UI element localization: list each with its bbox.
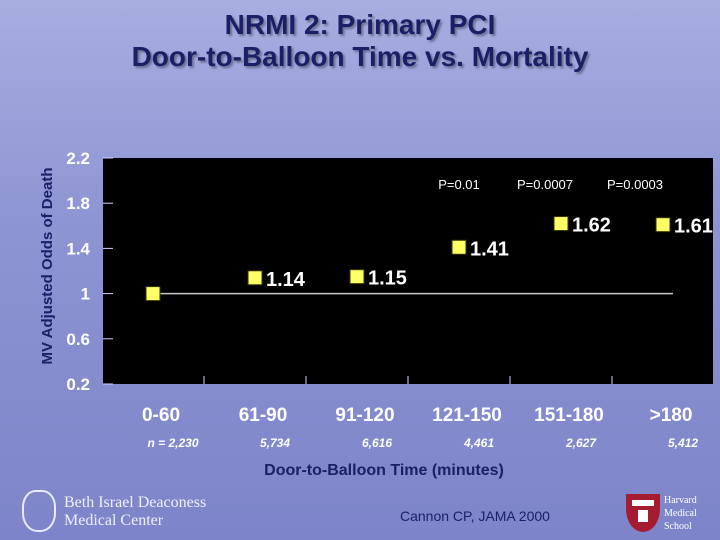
bidmc-logo-line1: Beth Israel Deaconess	[64, 494, 207, 511]
x-category-label: 61-90	[239, 405, 288, 426]
x-category-label: 91-120	[335, 405, 394, 426]
harvard-logo-line3: School	[664, 521, 692, 532]
bidmc-logo: Beth Israel Deaconess Medical Center	[18, 490, 228, 534]
y-tick-label: 1	[81, 285, 90, 304]
data-label: 1.15	[368, 268, 407, 290]
sample-size-label: 4,461	[463, 436, 494, 450]
y-tick-label: 0.2	[66, 375, 90, 394]
harvard-shield-icon	[626, 494, 660, 532]
y-tick-label: 1.4	[66, 239, 90, 258]
sample-size-label: n = 2,230	[147, 436, 198, 450]
data-label: 1.61	[674, 216, 713, 238]
p-value-label: P=0.0003	[607, 177, 663, 192]
data-label: 1.41	[470, 238, 509, 260]
x-category-label: 121-150	[432, 405, 502, 426]
p-value-label: P=0.0007	[517, 177, 573, 192]
plot-area	[103, 158, 713, 384]
data-point	[145, 286, 161, 302]
slide-title-line1: NRMI 2: Primary PCI	[224, 9, 496, 40]
data-point	[451, 239, 467, 255]
bidmc-seal-icon	[22, 490, 56, 532]
bidmc-logo-line2: Medical Center	[64, 512, 164, 529]
y-axis-label: MV Adjusted Odds of Death	[39, 168, 56, 365]
data-point	[247, 270, 263, 286]
data-point	[553, 216, 569, 232]
sample-size-label: 5,734	[260, 436, 290, 450]
data-point	[655, 217, 671, 233]
data-point	[349, 269, 365, 285]
y-tick-label: 2.2	[66, 149, 90, 168]
x-category-label: 151-180	[534, 405, 604, 426]
harvard-logo: Harvard Medical School	[626, 494, 718, 536]
sample-size-label: 6,616	[362, 436, 392, 450]
x-category-label: >180	[650, 405, 693, 426]
y-tick-label: 1.8	[66, 194, 90, 213]
p-value-label: P=0.01	[438, 177, 480, 192]
sample-size-label: 5,412	[668, 436, 698, 450]
x-axis-label: Door-to-Balloon Time (minutes)	[264, 462, 504, 479]
y-tick-label: 0.6	[66, 330, 90, 349]
citation: Cannon CP, JAMA 2000	[400, 508, 550, 524]
harvard-logo-line2: Medical	[664, 508, 697, 519]
harvard-logo-line1: Harvard	[664, 495, 697, 506]
data-label: 1.14	[266, 269, 306, 291]
sample-size-label: 2,627	[565, 436, 597, 450]
slide-title-line2: Door-to-Balloon Time vs. Mortality	[131, 41, 589, 72]
x-category-label: 0-60	[142, 405, 180, 426]
data-label: 1.62	[572, 215, 611, 237]
